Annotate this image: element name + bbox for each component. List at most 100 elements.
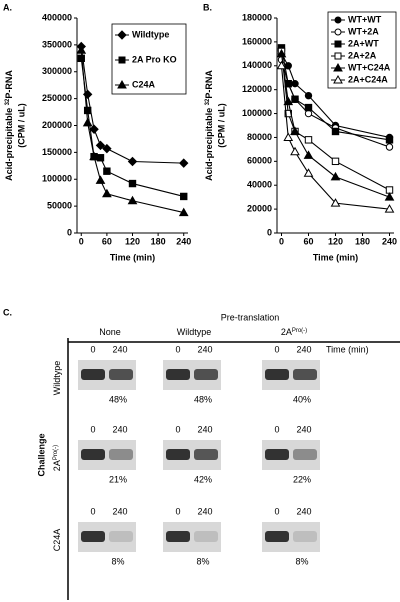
legend-label: Wildtype bbox=[132, 29, 169, 39]
marker bbox=[385, 143, 394, 151]
gel-band bbox=[194, 531, 218, 542]
marker bbox=[304, 103, 313, 112]
time-label: 240 bbox=[112, 506, 127, 516]
gel-band bbox=[194, 449, 218, 460]
gel-band bbox=[194, 369, 218, 380]
series-line bbox=[280, 47, 390, 141]
percent-label: 48% bbox=[194, 394, 212, 404]
y-tick-label: 400000 bbox=[42, 12, 72, 22]
marker bbox=[303, 168, 314, 177]
column-header: Wildtype bbox=[177, 327, 212, 337]
x-tick-label: 180 bbox=[151, 236, 166, 246]
x-tick-label: 60 bbox=[303, 236, 313, 246]
percent-label: 48% bbox=[109, 394, 127, 404]
y-tick-label: 250000 bbox=[42, 93, 72, 103]
gel-band bbox=[265, 449, 289, 460]
percent-label: 8% bbox=[196, 556, 209, 566]
marker bbox=[290, 146, 300, 156]
legend-marker bbox=[333, 74, 343, 84]
time-label: 0 bbox=[175, 424, 180, 434]
y-axis-label-part: Acid-precipitable bbox=[4, 105, 14, 181]
legend-marker bbox=[334, 16, 342, 24]
percent-label: 42% bbox=[194, 474, 212, 484]
marker bbox=[303, 150, 314, 159]
x-tick-label: 120 bbox=[328, 236, 343, 246]
legend-label: WT+2A bbox=[348, 26, 379, 36]
time-label: 0 bbox=[274, 424, 279, 434]
legend-label: 2A+2A bbox=[348, 50, 377, 60]
gel-band bbox=[265, 531, 289, 542]
y-tick-label: 40000 bbox=[247, 180, 272, 190]
y-tick-label: 100000 bbox=[42, 174, 72, 184]
legend-label: WT+WT bbox=[348, 14, 382, 24]
marker bbox=[83, 106, 92, 115]
y-axis-label-units: (CPM / uL) bbox=[16, 103, 26, 148]
x-tick-label: 120 bbox=[125, 236, 140, 246]
marker bbox=[330, 198, 341, 207]
panel-label: B. bbox=[203, 2, 212, 12]
panel-title: Pre-translation bbox=[221, 312, 280, 322]
y-tick-label: 160000 bbox=[242, 36, 272, 46]
marker bbox=[179, 158, 189, 168]
y-tick-label: 80000 bbox=[247, 132, 272, 142]
marker bbox=[304, 91, 313, 100]
row-label-part: 2A bbox=[52, 460, 62, 471]
marker bbox=[291, 79, 299, 88]
gel-band bbox=[293, 531, 317, 542]
x-tick-label: 240 bbox=[176, 236, 191, 246]
column-header-part: Wildtype bbox=[177, 327, 212, 337]
time-label: 0 bbox=[175, 506, 180, 516]
gel-band bbox=[166, 449, 190, 460]
y-tick-label: 20000 bbox=[247, 203, 272, 213]
legend-label: 2A Pro KO bbox=[132, 54, 177, 64]
x-axis-label: Time (min) bbox=[110, 252, 155, 262]
y-tick-label: 150000 bbox=[42, 147, 72, 157]
marker bbox=[95, 175, 106, 184]
marker bbox=[82, 117, 93, 127]
gel-band bbox=[265, 369, 289, 380]
marker bbox=[102, 143, 112, 154]
row-label-part: Wildtype bbox=[52, 361, 62, 396]
marker bbox=[89, 151, 99, 161]
series-line bbox=[280, 65, 390, 210]
column-header-part: Pro(-) bbox=[292, 328, 307, 334]
marker bbox=[304, 109, 313, 118]
legend-box bbox=[327, 11, 397, 89]
gel-band bbox=[109, 531, 133, 542]
y-tick-label: 180000 bbox=[242, 12, 272, 22]
percent-label: 21% bbox=[109, 474, 127, 484]
gel-band bbox=[81, 449, 105, 460]
series-line bbox=[280, 53, 390, 198]
y-axis-label: Acid-precipitable 32P-RNA bbox=[204, 70, 214, 181]
column-header: None bbox=[99, 327, 121, 337]
y-tick-label: 120000 bbox=[242, 84, 272, 94]
time-label: 240 bbox=[197, 424, 212, 434]
legend-marker bbox=[117, 79, 127, 89]
legend-marker bbox=[118, 56, 126, 64]
marker bbox=[89, 124, 99, 134]
y-tick-label: 0 bbox=[67, 227, 72, 237]
marker bbox=[284, 62, 292, 70]
marker bbox=[331, 157, 340, 166]
percent-label: 40% bbox=[293, 394, 311, 404]
column-header-part: None bbox=[99, 327, 121, 337]
row-label: C24A bbox=[52, 529, 62, 552]
marker bbox=[180, 192, 188, 201]
gel-band bbox=[109, 449, 133, 460]
y-axis-label-part: P-RNA bbox=[204, 70, 214, 99]
y-tick-label: 300000 bbox=[42, 66, 72, 76]
x-tick-label: 0 bbox=[279, 236, 284, 246]
marker bbox=[283, 132, 294, 141]
legend-marker bbox=[334, 52, 342, 60]
y-tick-label: 140000 bbox=[242, 60, 272, 70]
x-tick-label: 240 bbox=[382, 236, 397, 246]
legend-marker bbox=[117, 30, 127, 40]
x-axis-label: Time (min) bbox=[313, 252, 358, 262]
y-axis-label-part: 32 bbox=[5, 98, 11, 105]
time-label: 240 bbox=[112, 344, 127, 354]
y-axis-label-part: Acid-precipitable bbox=[204, 105, 214, 181]
time-label: 0 bbox=[90, 506, 95, 516]
marker bbox=[103, 167, 111, 175]
marker bbox=[276, 48, 287, 58]
y-tick-label: 50000 bbox=[47, 201, 72, 211]
